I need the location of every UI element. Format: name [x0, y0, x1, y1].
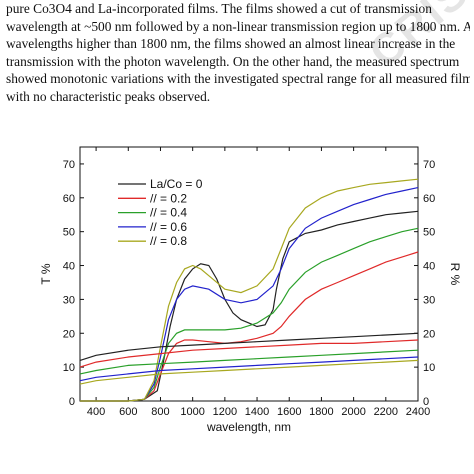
x-tick-label: 1400 — [245, 406, 269, 418]
series-line — [79, 349, 419, 375]
y-tick-label-left: 20 — [63, 328, 75, 340]
x-tick-label: 1800 — [309, 406, 333, 418]
x-tick-label: 1200 — [213, 406, 237, 418]
y-tick-label-left: 40 — [63, 261, 75, 273]
y-tick-label-right: 10 — [423, 362, 435, 374]
series-line — [80, 210, 419, 402]
y-tick-label-left: 0 — [69, 396, 75, 408]
paragraph-line: transmission with the photon wavelength.… — [6, 53, 460, 69]
legend-label: // = 0.8 — [150, 234, 187, 248]
x-tick-label: 2400 — [406, 406, 430, 418]
y-tick-label-right: 60 — [423, 193, 435, 205]
body-paragraph: pure Co3O4 and La-incorporated films. Th… — [6, 0, 470, 106]
series-line — [80, 227, 419, 402]
y-tick-label-left: 30 — [63, 294, 75, 306]
legend-label: // = 0.2 — [150, 191, 187, 205]
y-axis-label-left: T % — [39, 263, 53, 284]
x-tick-label: 1000 — [180, 406, 204, 418]
x-tick-label: 2200 — [374, 406, 398, 418]
legend-label: La/Co = 0 — [150, 177, 203, 191]
paragraph-line: showed monotonic variations with the inv… — [6, 71, 470, 87]
series-line — [80, 251, 419, 402]
x-tick-label: 800 — [151, 406, 169, 418]
legend-label: // = 0.6 — [150, 220, 187, 234]
paragraph-line: wavelengths higher than 1800 nm, the fil… — [6, 36, 456, 52]
x-tick-label: 1600 — [277, 406, 301, 418]
series-line — [79, 339, 419, 368]
y-tick-label-right: 20 — [423, 328, 435, 340]
x-axis-label: wavelength, nm — [206, 420, 291, 434]
y-tick-label-right: 0 — [423, 396, 429, 408]
series-line — [79, 359, 419, 385]
paragraph-line: wavelength at ~500 nm followed by a non-… — [6, 18, 470, 34]
y-tick-label-left: 50 — [63, 227, 75, 239]
paragraph-line: pure Co3O4 and La-incorporated films. Th… — [6, 1, 432, 16]
paragraph-line: with no characteristic peaks observed. — [6, 88, 211, 104]
y-tick-label-right: 70 — [423, 159, 435, 171]
y-tick-label-left: 10 — [63, 362, 75, 374]
plot-frame — [79, 146, 419, 402]
y-axis-label-right: R % — [448, 263, 462, 286]
series-line — [79, 356, 419, 382]
y-tick-label-right: 50 — [423, 227, 435, 239]
x-tick-label: 2000 — [341, 406, 365, 418]
x-tick-label: 600 — [119, 406, 137, 418]
legend-label: // = 0.4 — [150, 206, 187, 220]
x-tick-label: 400 — [87, 406, 105, 418]
y-tick-label-left: 60 — [63, 193, 75, 205]
series-line — [80, 178, 419, 402]
y-tick-label-right: 30 — [423, 294, 435, 306]
series-line — [79, 332, 419, 361]
y-tick-label-right: 40 — [423, 261, 435, 273]
y-tick-label-left: 70 — [63, 159, 75, 171]
